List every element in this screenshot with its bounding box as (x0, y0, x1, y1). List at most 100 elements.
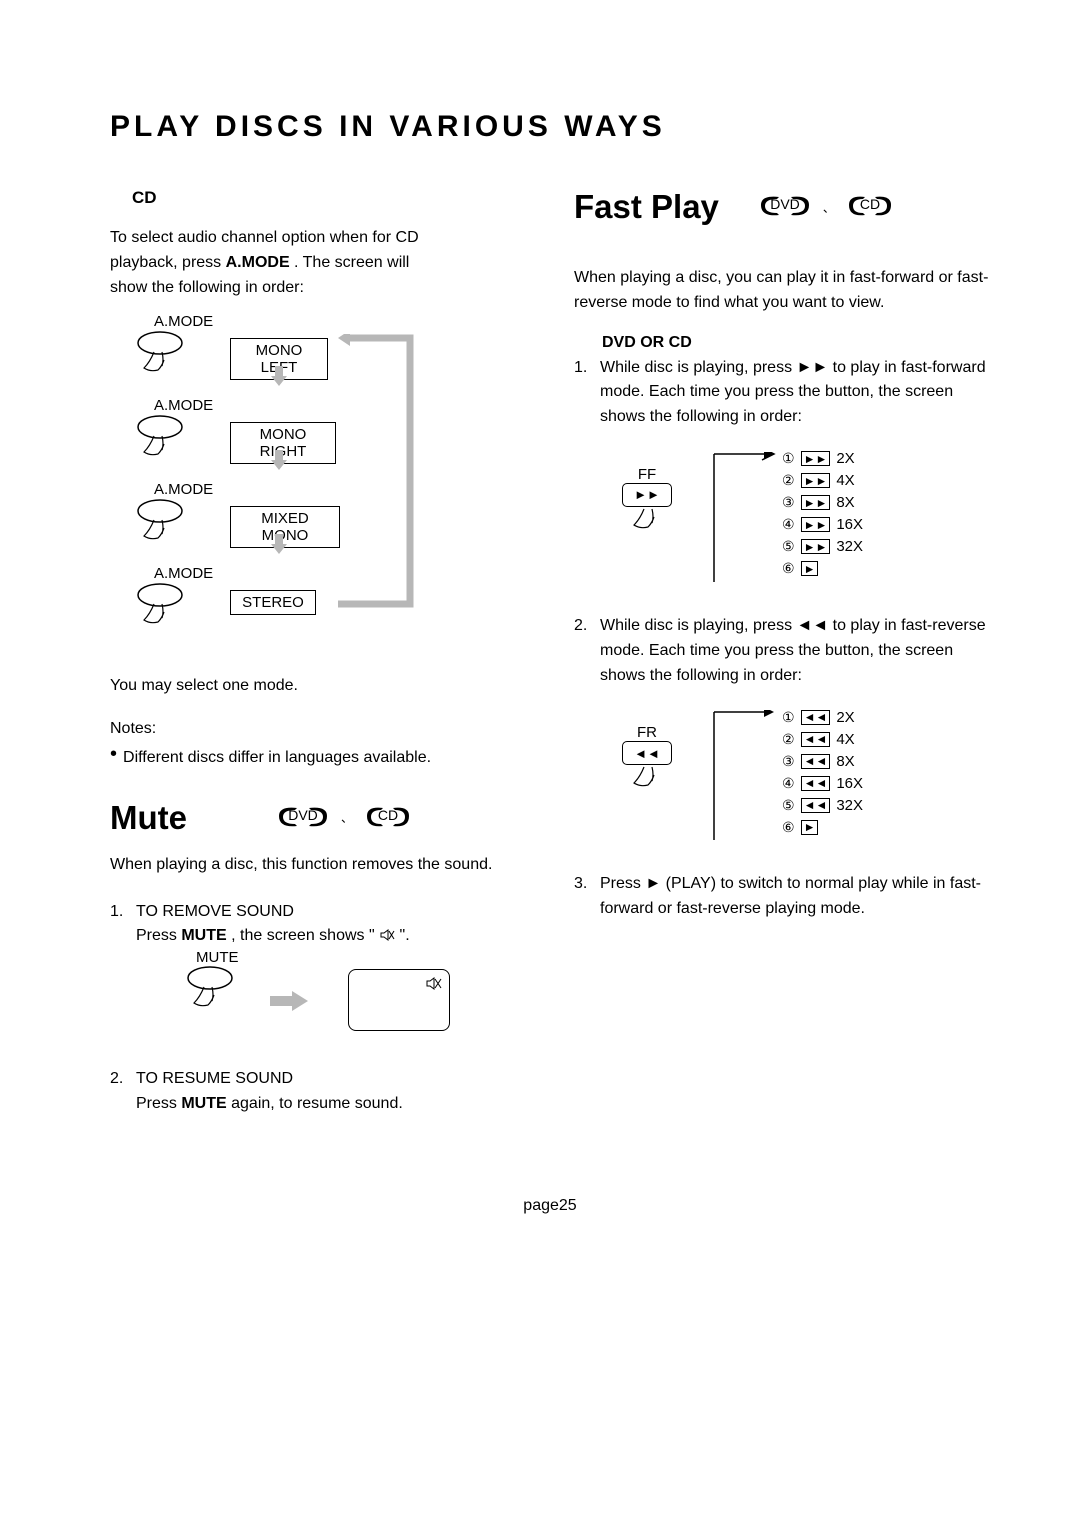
hand-press-icon (118, 498, 198, 550)
speed-value: 32X (836, 538, 863, 555)
cd-badge-icon: CD (845, 195, 895, 219)
mute-diagram: MUTE (160, 955, 500, 1047)
speed-value: 4X (836, 472, 854, 489)
fr-icon: ◄◄ (801, 776, 831, 791)
circ-number: ④ (782, 516, 795, 533)
mute-title: Mute (110, 799, 187, 837)
speed-value: 8X (836, 753, 854, 770)
page-number: page25 (110, 1197, 990, 1215)
circ-number: ③ (782, 753, 795, 770)
text: ". (395, 927, 410, 944)
speed-value: 32X (836, 797, 863, 814)
circ-number: ⑤ (782, 538, 795, 555)
circ-number: ⑤ (782, 797, 795, 814)
circ-number: ② (782, 731, 795, 748)
amode-label: A.MODE (154, 481, 213, 498)
text: Press (136, 1095, 181, 1112)
arrow-down-icon (269, 448, 289, 472)
speed-list: ①◄◄2X ②◄◄4X ③◄◄8X ④◄◄16X ⑤◄◄32X ⑥► (782, 706, 863, 838)
circ-number: ② (782, 472, 795, 489)
amode-diagram: A.MODE MONO LEFT A.MODE (118, 314, 448, 652)
circ-number: ④ (782, 775, 795, 792)
arrow-right-icon (268, 989, 312, 1013)
left-column: CD To select audio channel option when f… (110, 188, 526, 1117)
fr-button-icon: ◄◄ (622, 741, 672, 765)
fast-intro: When playing a disc, you can play it in … (574, 266, 990, 316)
fr-label: FR (622, 724, 672, 741)
fr-diagram: FR ◄◄ ①◄◄2X ②◄◄4X ③◄◄8X ④◄◄16X ⑤◄◄32X ⑥► (592, 706, 952, 846)
svg-text:CD: CD (860, 196, 880, 212)
ff-diagram: FF ►► ①►►2X ②►►4X ③►►8X ④►►16X ⑤►►32X ⑥► (592, 448, 952, 588)
ff-icon: ►► (801, 473, 831, 488)
bracket-icon (712, 452, 782, 584)
list-number: 3. (574, 872, 594, 922)
text: . The screen will (290, 254, 410, 271)
text: Press (600, 875, 645, 892)
amode-label: A.MODE (154, 397, 213, 414)
cd-badge-icon: CD (363, 806, 413, 830)
circ-number: ⑥ (782, 819, 795, 836)
ff-icon: ►► (801, 539, 831, 554)
amode-row: A.MODE MONO RIGHT (118, 414, 198, 466)
circ-number: ⑥ (782, 560, 795, 577)
circ-number: ① (782, 709, 795, 726)
text: Press (136, 927, 181, 944)
fast-play-title: Fast Play (574, 188, 719, 226)
text: To select audio channel option when for … (110, 229, 419, 246)
dvd-badge-icon: DVD (275, 806, 331, 830)
mute-label: MUTE (196, 949, 239, 966)
notes-block: Notes: • Different discs differ in langu… (110, 717, 526, 771)
ff-icon: ►► (801, 517, 831, 532)
fr-icon: ◄◄ (801, 710, 831, 725)
hand-press-icon (622, 765, 672, 795)
speed-value: 4X (836, 731, 854, 748)
ff-icon: ►► (801, 451, 831, 466)
badge-separator: 、 (823, 199, 835, 216)
mute-button-label: MUTE (181, 927, 226, 944)
amode-button-label: A.MODE (226, 254, 290, 271)
hand-press-icon (622, 507, 672, 537)
bullet-icon: • (110, 746, 117, 771)
svg-text:DVD: DVD (288, 807, 318, 823)
mute-intro: When playing a disc, this function remov… (110, 853, 526, 878)
ff-button-icon: ►► (622, 483, 672, 507)
amode-label: A.MODE (154, 313, 213, 330)
fr-icon: ◄◄ (801, 732, 831, 747)
text: again, to resume sound. (231, 1095, 403, 1112)
notes-label: Notes: (110, 720, 156, 737)
speed-value: 16X (836, 516, 863, 533)
arrow-down-icon (269, 364, 289, 388)
mode-box: STEREO (230, 590, 316, 615)
cycle-arrow-icon (338, 334, 428, 614)
speed-value: 2X (836, 450, 854, 467)
play-icon: ► (801, 561, 819, 576)
list-number: 1. (110, 900, 130, 950)
bracket-icon (712, 710, 782, 842)
text: , the screen shows " (227, 927, 379, 944)
list-number: 2. (574, 614, 594, 688)
list-number: 1. (574, 356, 594, 430)
play-symbol-icon: ► (645, 875, 661, 892)
ff-icon: ►► (801, 495, 831, 510)
hand-press-icon (118, 582, 198, 634)
select-note: You may select one mode. (110, 674, 526, 699)
arrow-down-icon (269, 532, 289, 556)
amode-row: A.MODE STEREO (118, 582, 198, 634)
circ-number: ① (782, 450, 795, 467)
amode-row: A.MODE MONO LEFT (118, 330, 198, 382)
speed-list: ①►►2X ②►►4X ③►►8X ④►►16X ⑤►►32X ⑥► (782, 448, 863, 580)
text: While disc is playing, press (600, 617, 797, 634)
mute-speaker-icon (425, 976, 443, 992)
speed-value: 16X (836, 775, 863, 792)
fr-icon: ◄◄ (801, 754, 831, 769)
svg-text:DVD: DVD (770, 196, 800, 212)
amode-row: A.MODE MIXED MONO (118, 498, 198, 550)
ff-label: FF (622, 466, 672, 483)
cd-heading: CD (132, 188, 526, 208)
screen-box (348, 969, 450, 1031)
list-number: 2. (110, 1067, 130, 1117)
svg-text:CD: CD (378, 807, 398, 823)
text: playback, press (110, 254, 226, 271)
dvd-or-cd-heading: DVD OR CD (602, 334, 990, 352)
badge-separator: 、 (341, 809, 353, 826)
